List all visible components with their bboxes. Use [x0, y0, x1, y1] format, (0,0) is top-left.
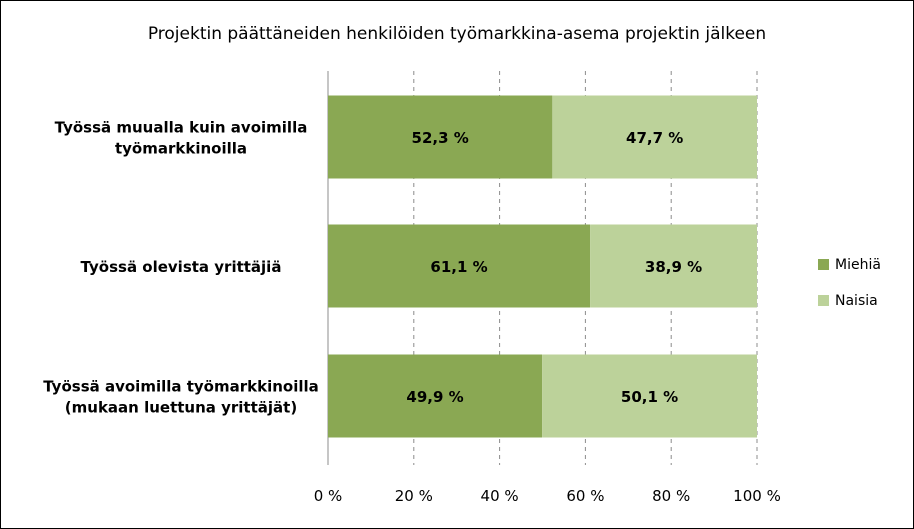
bar-segment-miehia — [328, 224, 591, 308]
legend-swatch — [818, 295, 829, 306]
category-label: työmarkkinoilla — [115, 140, 247, 158]
x-tick-label: 40 % — [481, 487, 519, 505]
category-label: Työssä olevista yrittäjiä — [81, 258, 282, 276]
x-tick-label: 60 % — [566, 487, 604, 505]
data-label: 47,7 % — [626, 129, 683, 147]
category-label: Työssä avoimilla työmarkkinoilla — [43, 378, 319, 396]
bar-segment-miehia — [328, 95, 553, 179]
data-label: 61,1 % — [430, 258, 487, 276]
x-tick-label: 20 % — [395, 487, 433, 505]
data-label: 38,9 % — [645, 258, 702, 276]
x-tick-label: 100 % — [733, 487, 781, 505]
legend-swatch — [818, 259, 829, 270]
x-tick-label: 80 % — [652, 487, 690, 505]
bar-segment-naisia — [552, 95, 757, 179]
chart-title: Projektin päättäneiden henkilöiden työma… — [148, 24, 766, 44]
legend-label: Naisia — [835, 293, 878, 309]
x-tick-label: 0 % — [314, 487, 343, 505]
category-label: Työssä muualla kuin avoimilla — [55, 119, 308, 137]
bar-segment-miehia — [328, 354, 543, 438]
data-label: 50,1 % — [621, 388, 678, 406]
data-label: 52,3 % — [412, 129, 469, 147]
category-label: (mukaan luettuna yrittäjät) — [65, 399, 297, 417]
bars — [328, 95, 757, 438]
x-axis-ticks: 0 % 20 % 40 % 60 % 80 % 100 % — [314, 487, 781, 505]
legend: Miehiä Naisia — [818, 257, 881, 309]
bar-segment-naisia — [590, 224, 757, 308]
legend-label: Miehiä — [835, 257, 881, 273]
category-labels: Työssä muualla kuin avoimilla työmarkkino… — [43, 119, 319, 417]
bar-segment-naisia — [542, 354, 757, 438]
value-labels: 52,3 % 47,7 % 61,1 % 38,9 % 49,9 % 50,1 % — [406, 129, 702, 406]
data-label: 49,9 % — [406, 388, 463, 406]
